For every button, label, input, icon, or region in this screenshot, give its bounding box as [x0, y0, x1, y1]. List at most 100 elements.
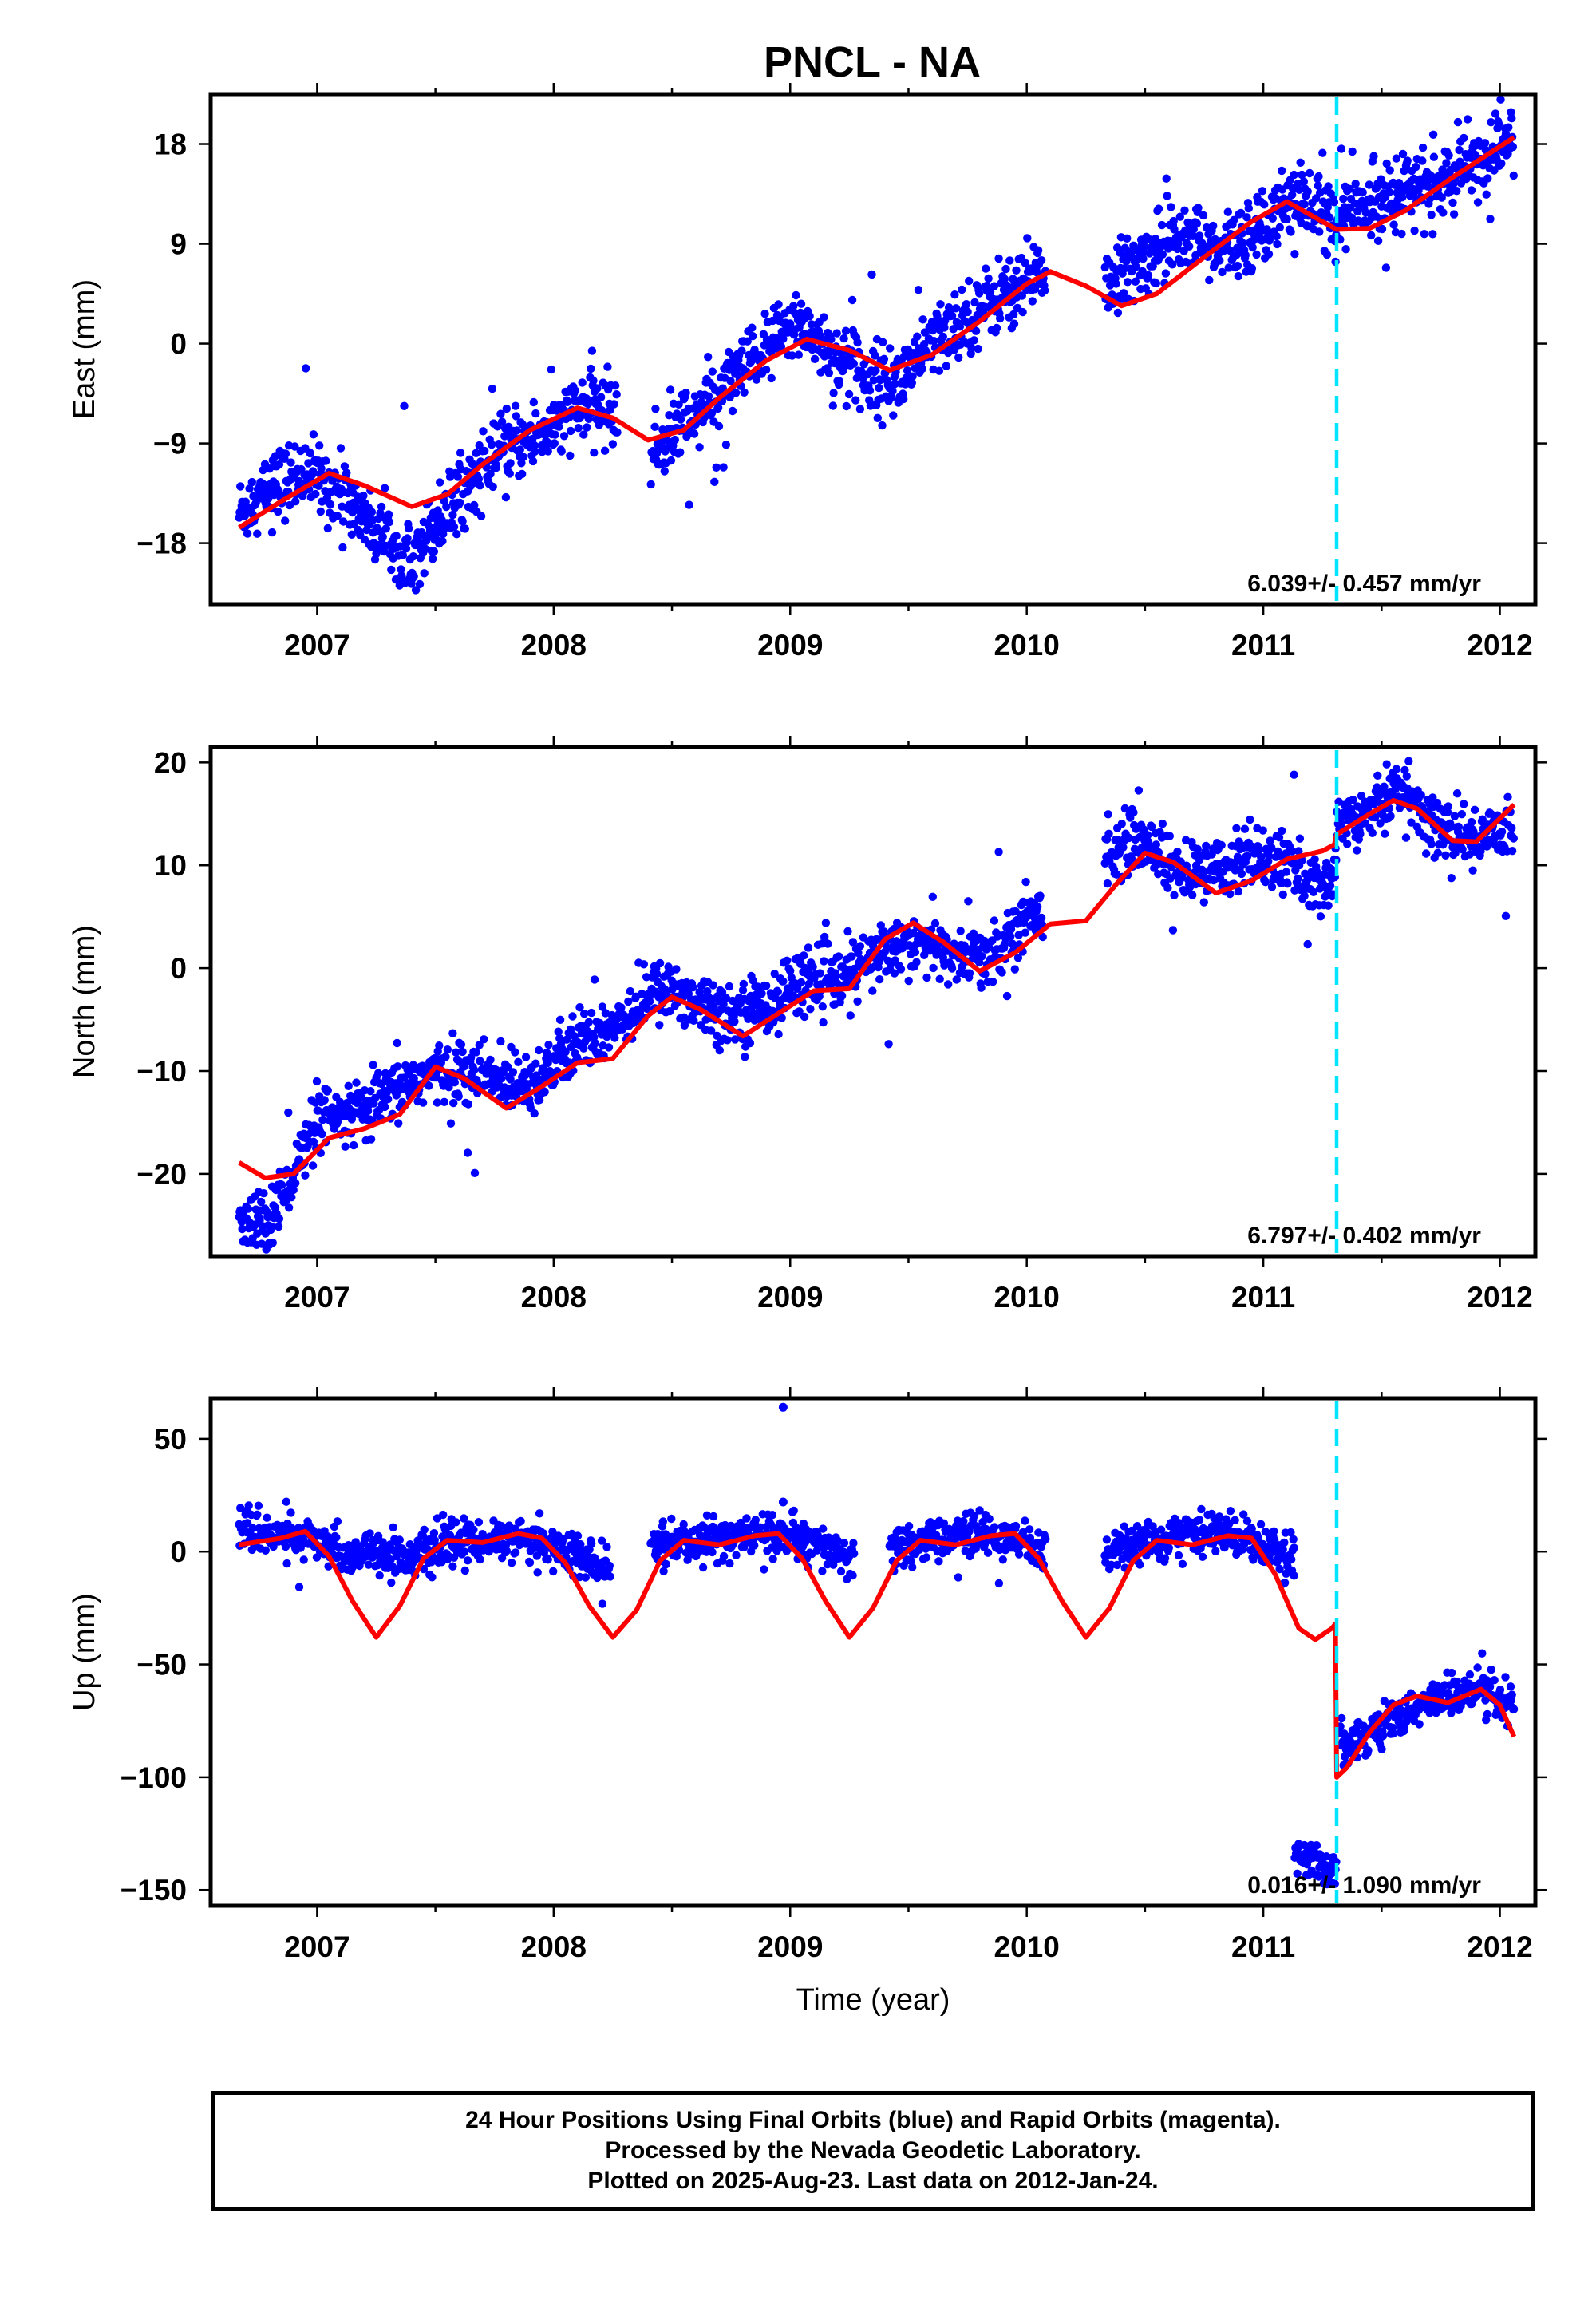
- data-point: [1398, 149, 1408, 159]
- data-point: [938, 332, 948, 342]
- data-point: [469, 1525, 478, 1535]
- x-tick-label: 2010: [994, 1281, 1060, 1314]
- data-point: [1310, 855, 1319, 864]
- data-point: [879, 354, 889, 363]
- data-point: [525, 1558, 535, 1567]
- data-point: [818, 1002, 828, 1011]
- data-point: [737, 1518, 745, 1528]
- data-point: [1175, 212, 1185, 221]
- data-point: [1382, 760, 1391, 769]
- data-point: [1385, 166, 1394, 175]
- data-point: [1023, 234, 1032, 243]
- north-velocity-label: 6.797+/- 0.402 mm/yr: [1247, 1223, 1481, 1249]
- data-point: [879, 338, 887, 346]
- data-point: [441, 1053, 450, 1061]
- data-point: [472, 449, 480, 457]
- data-point: [605, 1561, 614, 1571]
- data-point: [994, 254, 1003, 263]
- data-point: [717, 988, 727, 997]
- data-point: [514, 1057, 523, 1067]
- data-point: [243, 1519, 252, 1528]
- data-point: [1315, 227, 1324, 236]
- data-point: [590, 449, 598, 457]
- data-point: [689, 983, 697, 992]
- data-point: [1437, 193, 1446, 202]
- data-point: [1205, 275, 1214, 285]
- data-point: [476, 1057, 484, 1065]
- data-point: [843, 927, 852, 936]
- data-point: [820, 957, 828, 966]
- data-point: [531, 409, 540, 418]
- data-point: [479, 427, 488, 436]
- data-point: [429, 555, 437, 563]
- data-point: [508, 1559, 516, 1567]
- data-point: [597, 393, 606, 401]
- data-point: [954, 1573, 963, 1582]
- data-point: [789, 1506, 798, 1516]
- data-point: [1496, 95, 1505, 104]
- data-point: [820, 932, 829, 942]
- data-point: [888, 386, 897, 396]
- data-point: [397, 571, 406, 580]
- data-point: [579, 1044, 588, 1053]
- data-point: [730, 1017, 739, 1026]
- data-point: [1127, 854, 1136, 864]
- data-point: [1193, 844, 1202, 854]
- data-point: [1217, 840, 1226, 850]
- data-point: [275, 460, 284, 469]
- data-point: [1465, 850, 1474, 859]
- data-point: [774, 300, 783, 309]
- data-point: [409, 571, 418, 581]
- data-point: [939, 1519, 949, 1528]
- data-point: [342, 468, 351, 477]
- data-point: [512, 412, 521, 421]
- data-point: [709, 1512, 718, 1521]
- data-point: [848, 938, 858, 947]
- data-point: [952, 975, 962, 984]
- data-point: [805, 312, 814, 321]
- data-point: [1218, 267, 1227, 277]
- data-point: [751, 1516, 760, 1524]
- data-point: [1452, 789, 1462, 798]
- data-point: [442, 502, 451, 512]
- data-point: [844, 389, 854, 399]
- data-point: [1011, 1521, 1021, 1531]
- data-point: [871, 351, 879, 360]
- data-point: [1223, 207, 1233, 216]
- data-point: [430, 1535, 439, 1545]
- data-point: [962, 300, 971, 309]
- data-point: [1418, 156, 1427, 165]
- data-point: [847, 952, 856, 961]
- data-point: [448, 1029, 457, 1037]
- data-point: [1427, 211, 1436, 219]
- data-point: [590, 975, 599, 984]
- data-point: [1451, 848, 1460, 857]
- data-point: [951, 304, 961, 313]
- data-point: [364, 1560, 373, 1569]
- data-point: [528, 456, 538, 466]
- data-point: [922, 973, 931, 982]
- data-point: [956, 927, 965, 935]
- data-point: [589, 376, 598, 385]
- data-point: [1504, 123, 1513, 132]
- data-point: [1194, 204, 1203, 212]
- data-point: [950, 290, 959, 299]
- data-point: [1238, 239, 1247, 247]
- data-point: [518, 469, 527, 479]
- data-point: [1460, 133, 1468, 143]
- data-point: [1120, 804, 1130, 813]
- data-point: [308, 467, 318, 476]
- data-point: [978, 952, 986, 961]
- data-point: [1303, 187, 1312, 196]
- data-point: [566, 426, 575, 436]
- data-point: [1164, 244, 1173, 253]
- data-point: [1305, 168, 1314, 178]
- data-point: [1188, 231, 1198, 240]
- data-point: [1113, 308, 1123, 318]
- data-point: [243, 529, 252, 538]
- data-point: [876, 921, 886, 930]
- data-point: [429, 547, 439, 556]
- data-point: [1508, 142, 1518, 152]
